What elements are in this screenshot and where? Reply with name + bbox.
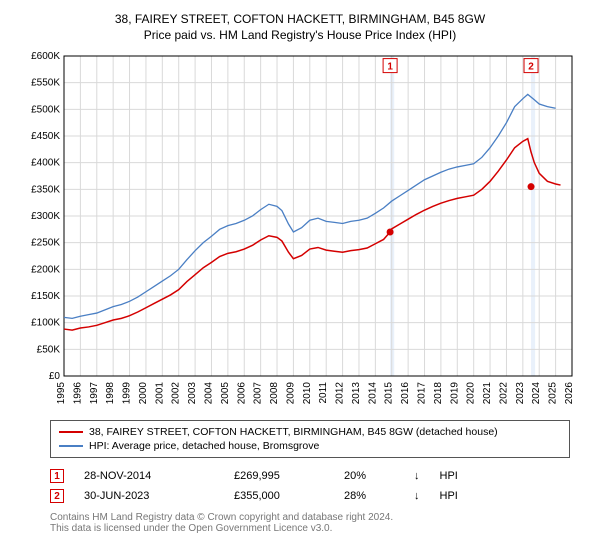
table-row: 1 28-NOV-2014 £269,995 20% ↓ HPI — [50, 466, 570, 486]
tx-ref: HPI — [440, 490, 458, 502]
svg-text:£400K: £400K — [31, 158, 60, 169]
footer: Contains HM Land Registry data © Crown c… — [50, 512, 570, 534]
chart-container: 38, FAIREY STREET, COFTON HACKETT, BIRMI… — [10, 12, 590, 534]
legend-label-hpi: HPI: Average price, detached house, Brom… — [89, 440, 319, 452]
svg-text:2022: 2022 — [498, 382, 509, 405]
svg-text:2: 2 — [528, 62, 534, 73]
chart-title: 38, FAIREY STREET, COFTON HACKETT, BIRMI… — [12, 12, 588, 26]
chart-plot: £0 £50K £100K £150K £200K £250K £300K £350K £400… — [20, 50, 580, 410]
svg-text:2016: 2016 — [400, 382, 411, 405]
svg-text:2025: 2025 — [548, 382, 559, 405]
svg-text:2004: 2004 — [203, 382, 214, 405]
tx-price: £355,000 — [234, 490, 324, 502]
svg-text:£500K: £500K — [31, 104, 60, 115]
transactions-table: 1 28-NOV-2014 £269,995 20% ↓ HPI 2 30-JU… — [50, 466, 570, 506]
legend: 38, FAIREY STREET, COFTON HACKETT, BIRMI… — [50, 420, 570, 458]
marker-1-icon: 1 — [50, 469, 64, 483]
svg-text:2003: 2003 — [187, 382, 198, 405]
svg-text:2014: 2014 — [367, 382, 378, 405]
svg-text:1998: 1998 — [105, 382, 116, 405]
svg-text:2001: 2001 — [154, 382, 165, 405]
legend-label-price: 38, FAIREY STREET, COFTON HACKETT, BIRMI… — [89, 426, 498, 438]
tx-pct: 28% — [344, 490, 394, 502]
arrow-down-icon: ↓ — [414, 470, 420, 482]
svg-text:£300K: £300K — [31, 211, 60, 222]
svg-text:2015: 2015 — [384, 382, 395, 405]
svg-text:2017: 2017 — [417, 382, 428, 405]
svg-text:£350K: £350K — [31, 184, 60, 195]
svg-text:2006: 2006 — [236, 382, 247, 405]
svg-text:2013: 2013 — [351, 382, 362, 405]
svg-text:2019: 2019 — [449, 382, 460, 405]
legend-swatch-price — [59, 431, 83, 433]
marker-2-icon: 2 — [50, 489, 64, 503]
svg-text:2026: 2026 — [564, 382, 575, 405]
legend-row-hpi: HPI: Average price, detached house, Brom… — [59, 439, 561, 453]
svg-text:£150K: £150K — [31, 291, 60, 302]
svg-text:2000: 2000 — [138, 382, 149, 405]
legend-swatch-hpi — [59, 445, 83, 447]
svg-text:£200K: £200K — [31, 264, 60, 275]
tx-date: 28-NOV-2014 — [84, 470, 214, 482]
svg-text:1995: 1995 — [56, 382, 67, 405]
svg-text:2005: 2005 — [220, 382, 231, 405]
svg-text:2018: 2018 — [433, 382, 444, 405]
svg-text:£50K: £50K — [37, 344, 61, 355]
svg-text:£550K: £550K — [31, 78, 60, 89]
svg-text:2011: 2011 — [318, 382, 329, 404]
svg-text:2020: 2020 — [466, 382, 477, 405]
svg-text:2008: 2008 — [269, 382, 280, 405]
svg-text:2024: 2024 — [531, 382, 542, 405]
svg-text:£450K: £450K — [31, 131, 60, 142]
tx-ref: HPI — [440, 470, 458, 482]
svg-text:£0: £0 — [49, 371, 61, 382]
svg-text:2023: 2023 — [515, 382, 526, 405]
tx-pct: 20% — [344, 470, 394, 482]
chart-subtitle: Price paid vs. HM Land Registry's House … — [10, 28, 590, 42]
svg-text:2007: 2007 — [253, 382, 264, 405]
table-row: 2 30-JUN-2023 £355,000 28% ↓ HPI — [50, 486, 570, 506]
svg-text:1: 1 — [387, 62, 393, 73]
arrow-down-icon: ↓ — [414, 490, 420, 502]
svg-text:2021: 2021 — [482, 382, 493, 405]
tx-price: £269,995 — [234, 470, 324, 482]
svg-text:£600K: £600K — [31, 51, 60, 62]
legend-row-price: 38, FAIREY STREET, COFTON HACKETT, BIRMI… — [59, 425, 561, 439]
tx-date: 30-JUN-2023 — [84, 490, 214, 502]
svg-text:2009: 2009 — [285, 382, 296, 405]
svg-text:1997: 1997 — [89, 382, 100, 405]
svg-text:2012: 2012 — [335, 382, 346, 405]
svg-text:£100K: £100K — [31, 318, 60, 329]
footer-line-2: This data is licensed under the Open Gov… — [50, 523, 570, 534]
svg-text:£250K: £250K — [31, 238, 60, 249]
footer-line-1: Contains HM Land Registry data © Crown c… — [50, 512, 570, 523]
svg-text:2002: 2002 — [171, 382, 182, 405]
svg-text:2010: 2010 — [302, 382, 313, 405]
svg-text:1996: 1996 — [72, 382, 83, 405]
svg-text:1999: 1999 — [122, 382, 133, 405]
